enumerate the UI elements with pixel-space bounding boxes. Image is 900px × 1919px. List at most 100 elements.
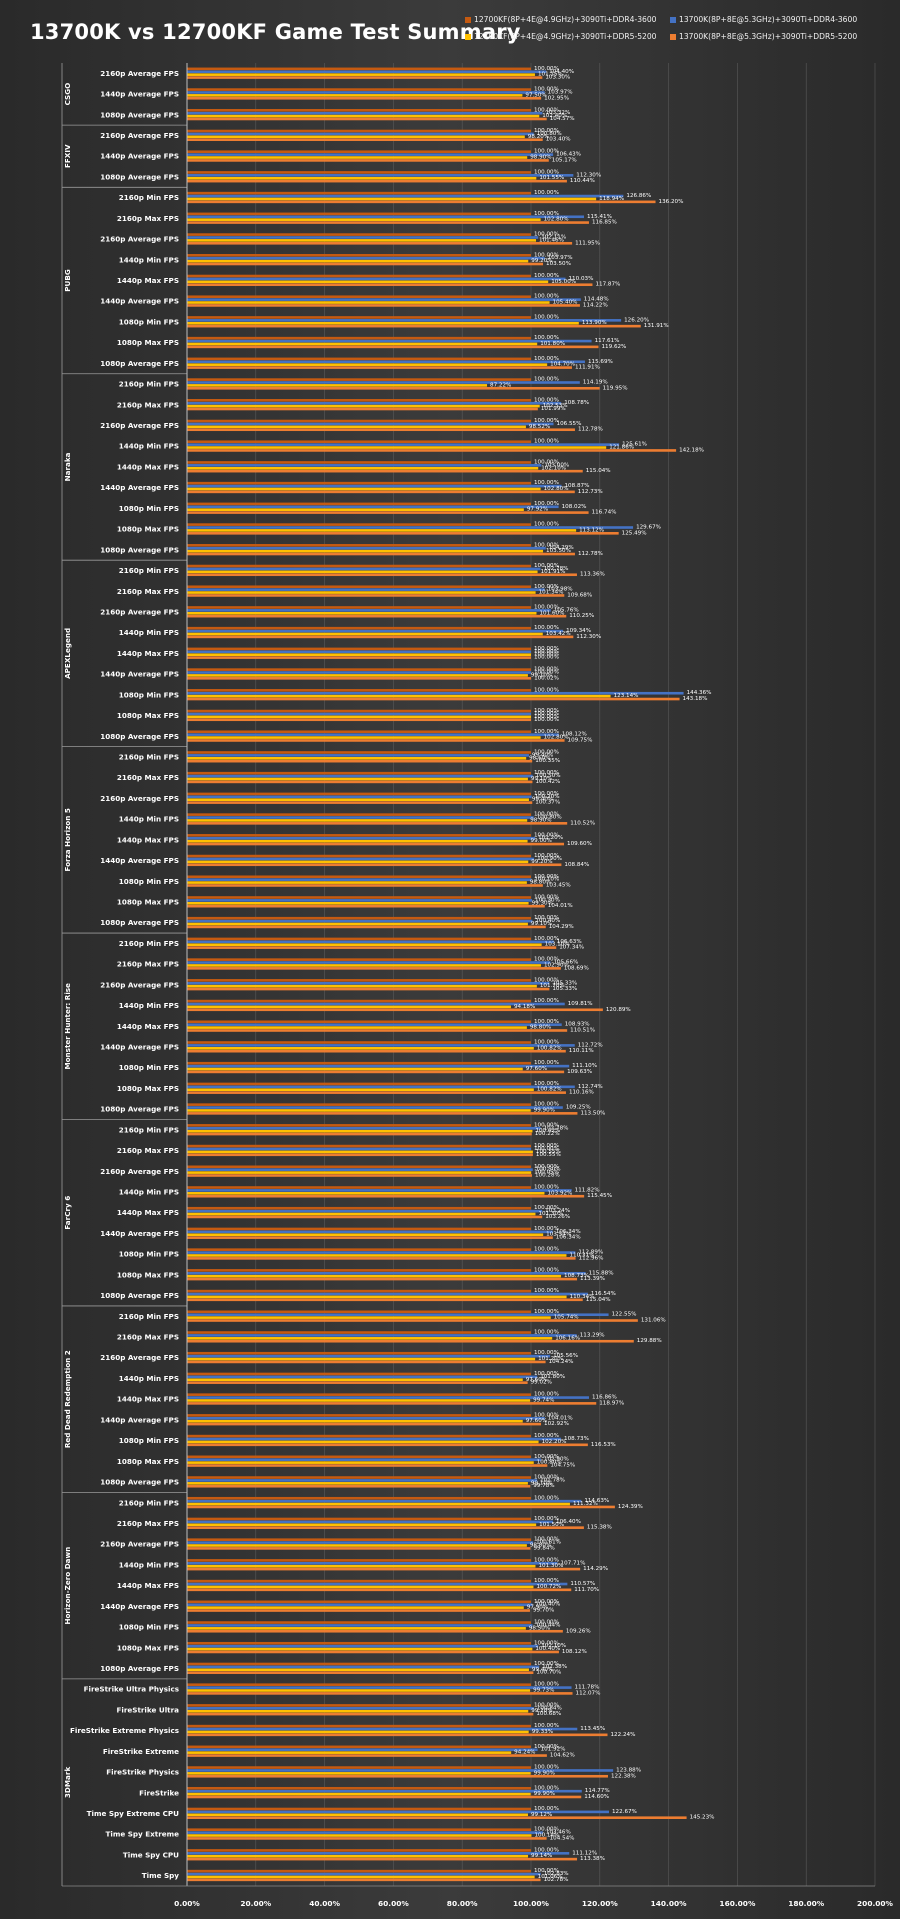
bar [187, 958, 531, 961]
data-label: 99.33% [532, 1729, 553, 1735]
game-label: FarCry 6 [63, 1196, 72, 1230]
bar [187, 1414, 531, 1417]
data-label: 114.48% [584, 297, 609, 303]
bar [187, 381, 580, 384]
legend-item-12700kf-ddr5: 12700KF(8P+4E@4.9GHz)+3090Ti+DDR5-5200 [465, 32, 657, 41]
bar [187, 1023, 562, 1026]
bar [187, 363, 548, 366]
data-label: 122.38% [611, 1773, 636, 1779]
bar [187, 1206, 531, 1210]
bar [187, 801, 533, 804]
bar [187, 756, 527, 760]
data-label: 100.42% [535, 1128, 560, 1134]
data-label: 123.14% [614, 693, 639, 699]
bar [187, 1852, 570, 1855]
bar [187, 884, 543, 887]
bar [187, 221, 589, 224]
data-label: 101.30% [538, 1563, 563, 1569]
bar [187, 1271, 586, 1275]
data-label: 103.24% [545, 1208, 570, 1214]
bar [187, 239, 537, 242]
data-label: 106.16% [555, 1335, 580, 1341]
category-label: 1440p Max FPS [117, 1022, 179, 1031]
data-label: 100.50% [536, 773, 561, 779]
data-label: 104.54% [550, 1835, 575, 1841]
bar [187, 697, 680, 701]
data-label: 99.30% [532, 900, 553, 906]
data-label: 100.00% [534, 1744, 559, 1750]
bar [187, 588, 545, 591]
bar [187, 295, 531, 299]
bar [187, 1641, 531, 1645]
data-label: 122.55% [612, 1312, 637, 1318]
data-label: 100.00% [534, 480, 559, 486]
bar [187, 1564, 536, 1568]
data-label: 100.80% [537, 131, 562, 137]
bar [187, 1150, 533, 1154]
bar [187, 611, 537, 615]
bar [187, 1461, 534, 1464]
category-label: 2160p Average FPS [100, 1353, 179, 1362]
bar [187, 1061, 531, 1065]
data-label: 116.86% [592, 1395, 617, 1401]
bar [187, 881, 527, 884]
data-label: 105.00% [551, 279, 576, 285]
data-label: 99.20% [531, 258, 552, 264]
data-label: 101.50% [539, 1522, 564, 1528]
category-label: 1440p Max FPS [117, 649, 179, 658]
category-label: 1440p Average FPS [100, 1043, 179, 1052]
data-label: 108.12% [562, 732, 587, 738]
data-label: 110.51% [570, 1027, 595, 1033]
bar [187, 656, 531, 659]
bar [187, 653, 531, 657]
data-label: 110.03% [569, 276, 594, 282]
data-label: 99.78% [533, 1483, 554, 1489]
data-label: 102.90% [544, 962, 569, 968]
data-label: 111.32% [573, 1501, 598, 1507]
data-label: 112.78% [578, 551, 603, 557]
bar [187, 854, 531, 858]
data-label: 108.69% [564, 965, 589, 971]
bar [187, 1482, 528, 1485]
bar [187, 1689, 531, 1692]
bar [187, 1464, 548, 1467]
bar [187, 552, 575, 556]
data-label: 99.70% [533, 1608, 554, 1614]
x-tick-label: 100.00% [513, 1899, 550, 1908]
data-label: 100.00% [534, 273, 559, 279]
data-label: 108.84% [564, 862, 589, 868]
bar [187, 979, 531, 982]
bar [187, 863, 562, 867]
data-label: 115.45% [587, 1193, 612, 1199]
category-label: 1080p Average FPS [100, 1291, 179, 1300]
bar [187, 197, 597, 201]
category-label: 1440p Max FPS [117, 1208, 179, 1217]
game-label: Naraka [63, 452, 72, 481]
category-label: 1440p Min FPS [119, 255, 179, 264]
data-label: 100.82% [537, 1045, 562, 1051]
game-label: PUBG [63, 269, 72, 292]
data-label: 106.55% [557, 421, 582, 427]
bar [187, 1171, 532, 1174]
data-label: 100.00% [534, 1765, 559, 1771]
bar [187, 591, 536, 594]
bar [187, 1582, 568, 1586]
bar [187, 179, 567, 183]
data-label: 101.99% [541, 406, 566, 412]
bar [187, 981, 550, 985]
bar [187, 1269, 531, 1272]
data-label: 87.22% [490, 382, 511, 388]
data-label: 100.00% [534, 584, 559, 590]
data-label: 100.00% [534, 1019, 559, 1025]
game-label: FFXIV [63, 144, 72, 168]
bar [187, 774, 533, 778]
bar [187, 529, 577, 532]
bar [187, 200, 656, 204]
game-label: APEXLegend [63, 628, 72, 679]
data-label: 100.00% [534, 729, 559, 735]
data-label: 104.24% [549, 1359, 574, 1365]
bar [187, 759, 533, 763]
bar [187, 1668, 529, 1672]
bar [187, 422, 554, 426]
data-label: 99.90% [534, 1107, 555, 1113]
